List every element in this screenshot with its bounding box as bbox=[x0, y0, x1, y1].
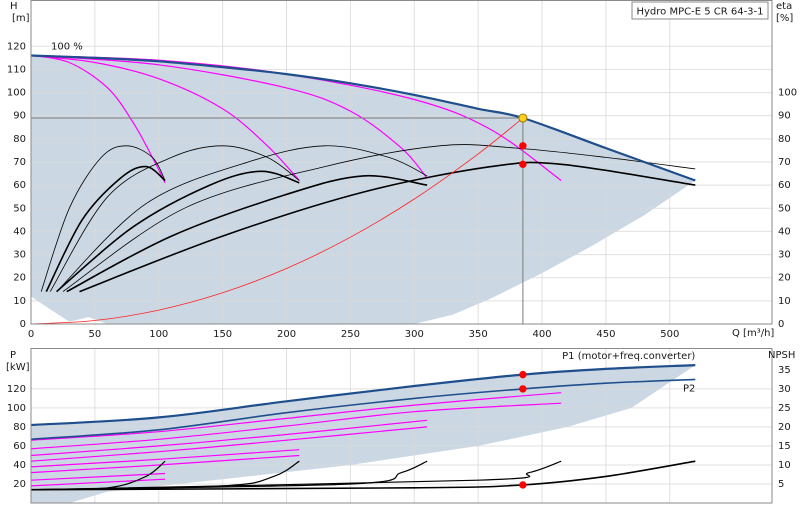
x-tick-label: 300 bbox=[405, 329, 424, 340]
curve bbox=[40, 145, 166, 292]
curve-label: 100 % bbox=[51, 42, 83, 53]
x-axis-label: Q [m³/h] bbox=[732, 328, 774, 339]
y2-axis-label: eta bbox=[776, 1, 792, 12]
y-axis-label: P bbox=[10, 350, 16, 361]
curve bbox=[30, 378, 696, 441]
y-tick-label: 40 bbox=[13, 460, 26, 471]
y-axis-unit: [kW] bbox=[6, 362, 30, 373]
curve bbox=[56, 170, 300, 293]
curve bbox=[30, 454, 300, 474]
y-tick-label: 60 bbox=[13, 180, 26, 191]
x-tick-label: 400 bbox=[532, 329, 551, 340]
y-tick-label: 100 bbox=[7, 88, 26, 99]
y2-axis-unit: [%] bbox=[776, 13, 793, 24]
y2-tick-label: 100 bbox=[778, 88, 797, 99]
plot-frame bbox=[30, 348, 773, 504]
curve bbox=[30, 54, 300, 181]
y2-tick-label: 0 bbox=[778, 319, 784, 330]
operating-area bbox=[31, 365, 696, 503]
y-tick-label: 110 bbox=[7, 64, 26, 75]
curve bbox=[30, 402, 562, 450]
y-tick-label: 80 bbox=[13, 422, 26, 433]
duty-point bbox=[519, 385, 527, 393]
curve bbox=[30, 54, 428, 179]
y2-axis-label: NPSH bbox=[768, 350, 795, 361]
curve bbox=[30, 54, 696, 182]
y-tick-label: 0 bbox=[20, 319, 26, 330]
curve bbox=[30, 392, 562, 441]
plot-frame bbox=[30, 0, 773, 325]
y-tick-label: 100 bbox=[7, 403, 26, 414]
curve bbox=[66, 174, 428, 293]
y2-tick-label: 40 bbox=[778, 226, 791, 237]
y2-tick-label: 20 bbox=[778, 422, 791, 433]
x-tick-label: 0 bbox=[28, 329, 34, 340]
y2-tick-label: 15 bbox=[778, 441, 791, 452]
curve bbox=[30, 364, 696, 427]
y2-tick-label: 35 bbox=[778, 365, 791, 376]
y-tick-label: 120 bbox=[7, 41, 26, 52]
title-box bbox=[631, 1, 769, 20]
operating-area bbox=[31, 55, 696, 324]
y2-tick-label: 25 bbox=[778, 403, 791, 414]
curve bbox=[30, 117, 524, 325]
y-tick-label: 30 bbox=[13, 250, 26, 261]
duty-point bbox=[518, 113, 528, 123]
curve bbox=[30, 419, 428, 457]
y-tick-label: 90 bbox=[13, 111, 26, 122]
y2-tick-label: 5 bbox=[778, 479, 784, 490]
curve bbox=[30, 449, 300, 468]
x-tick-label: 100 bbox=[149, 329, 168, 340]
curve bbox=[30, 426, 428, 462]
curve bbox=[30, 460, 696, 491]
curve bbox=[56, 145, 428, 292]
curve-label: P2 bbox=[683, 383, 695, 394]
y-tick-label: 20 bbox=[13, 479, 26, 490]
y-axis-label: H bbox=[10, 1, 18, 12]
y2-tick-label: 30 bbox=[778, 384, 791, 395]
x-tick-label: 250 bbox=[341, 329, 360, 340]
x-tick-label: 350 bbox=[469, 329, 488, 340]
duty-point bbox=[519, 370, 527, 379]
y2-tick-label: 90 bbox=[778, 111, 791, 122]
curve bbox=[62, 144, 696, 292]
y-axis-unit: [m] bbox=[12, 13, 30, 24]
x-tick-label: 50 bbox=[89, 329, 102, 340]
curve bbox=[30, 54, 166, 184]
x-tick-label: 200 bbox=[277, 329, 296, 340]
curve bbox=[49, 145, 300, 292]
y-tick-label: 80 bbox=[13, 134, 26, 145]
y2-tick-label: 10 bbox=[778, 296, 791, 307]
y-tick-label: 60 bbox=[13, 441, 26, 452]
y-tick-label: 120 bbox=[7, 384, 26, 395]
curve bbox=[79, 161, 696, 293]
y2-tick-label: 10 bbox=[778, 460, 791, 471]
x-tick-label: 450 bbox=[596, 329, 615, 340]
y-tick-label: 70 bbox=[13, 157, 26, 168]
y-tick-label: 10 bbox=[13, 296, 26, 307]
duty-point bbox=[519, 142, 527, 150]
x-tick-label: 150 bbox=[213, 329, 232, 340]
y2-tick-label: 30 bbox=[778, 250, 791, 261]
chart-title: Hydro MPC-E 5 CR 64-3-1 bbox=[636, 7, 763, 18]
curve-label: P1 (motor+freq.converter) bbox=[562, 351, 695, 362]
y2-tick-label: 60 bbox=[778, 180, 791, 191]
y2-tick-label: 70 bbox=[778, 157, 791, 168]
y-tick-label: 20 bbox=[13, 273, 26, 284]
y-tick-label: 40 bbox=[13, 226, 26, 237]
curve bbox=[30, 478, 166, 487]
y2-tick-label: 20 bbox=[778, 273, 791, 284]
y2-tick-label: 50 bbox=[778, 203, 791, 214]
curve bbox=[30, 472, 166, 481]
curve bbox=[30, 460, 562, 491]
y-tick-label: 50 bbox=[13, 203, 26, 214]
y2-tick-label: 80 bbox=[778, 134, 791, 145]
x-tick-label: 500 bbox=[660, 329, 679, 340]
duty-point bbox=[519, 481, 527, 489]
duty-point bbox=[519, 160, 527, 169]
curve bbox=[45, 165, 166, 292]
